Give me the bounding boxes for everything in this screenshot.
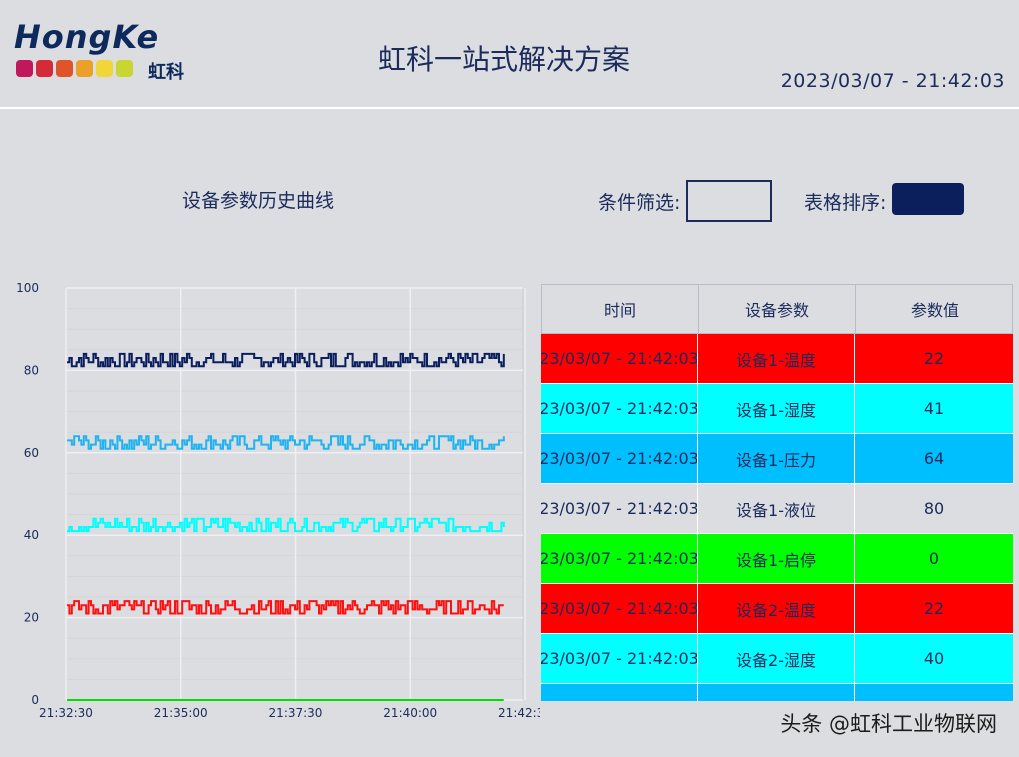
y-tick-label: 80 xyxy=(24,363,39,377)
cell-time: 23/03/07 - 21:42:03 xyxy=(541,584,698,633)
cell-parameter: 设备1-启停 xyxy=(698,534,855,583)
logo-square xyxy=(56,60,73,77)
filter-label: 条件筛选: xyxy=(598,192,681,214)
cell-value: 64 xyxy=(923,449,945,468)
logo-square xyxy=(116,60,133,77)
table-body: 23/03/07 - 21:42:03 设备1-温度 22 23/03/07 - 21… xyxy=(541,334,1013,701)
sort-button[interactable] xyxy=(892,183,964,215)
y-tick-label: 60 xyxy=(24,446,39,460)
cell-value: 22 xyxy=(923,599,945,618)
y-tick-label: 40 xyxy=(24,528,39,542)
series-line xyxy=(67,517,505,533)
table-row[interactable]: 23/03/07 - 21:42:03 设备1-启停 0 xyxy=(541,534,1013,584)
app-title: 虹科一站式解决方案 xyxy=(378,43,631,76)
cell-time: 23/03/07 - 21:42:03 xyxy=(541,334,698,383)
cell-time: 23/03/07 - 21:42:03 xyxy=(541,384,698,433)
cell-value: 41 xyxy=(923,399,945,418)
table-row[interactable]: 23/03/07 - 21:42:03 设备1-温度 22 xyxy=(541,334,1013,384)
cell-parameter xyxy=(698,684,855,701)
hongke-logo: HongKe 虹科 xyxy=(14,18,204,83)
y-tick-label: 100 xyxy=(16,281,39,295)
filter-input[interactable] xyxy=(686,180,772,222)
column-header-parameter[interactable]: 设备参数 xyxy=(699,285,856,333)
logo-square xyxy=(96,60,113,77)
cell-value: 40 xyxy=(923,649,945,668)
table-header: 时间 设备参数 参数值 xyxy=(541,284,1013,334)
x-tick-label: 21:32:30 xyxy=(39,706,93,720)
table-row[interactable]: 23/03/07 - 21:42:03 设备2-湿度 40 xyxy=(541,634,1013,684)
cell-time: 23/03/07 - 21:42:03 xyxy=(541,484,698,533)
logo-square xyxy=(36,60,53,77)
cell-time: 23/03/07 - 21:42:03 xyxy=(541,434,698,483)
logo-square xyxy=(76,60,93,77)
sort-label: 表格排序: xyxy=(804,192,887,214)
y-tick-label: 20 xyxy=(24,611,39,625)
logo-color-squares xyxy=(16,60,133,77)
cell-value xyxy=(855,684,1013,701)
cell-value: 22 xyxy=(923,349,945,368)
column-header-value[interactable]: 参数值 xyxy=(910,301,959,320)
table-row[interactable] xyxy=(541,684,1013,701)
table-row[interactable]: 23/03/07 - 21:42:03 设备2-温度 22 xyxy=(541,584,1013,634)
history-line-chart: 0 20 40 60 80 100 21:32:30 21:35:00 21:37:30 21:4… xyxy=(16,281,540,720)
cell-parameter: 设备2-湿度 xyxy=(698,634,855,683)
cell-time: 23/03/07 - 21:42:03 xyxy=(541,534,698,583)
table-row[interactable]: 23/03/07 - 21:42:03 设备1-压力 64 xyxy=(541,434,1013,484)
logo-wordmark: HongKe xyxy=(14,18,160,56)
chart-title: 设备参数历史曲线 xyxy=(182,190,335,212)
series-line xyxy=(67,600,504,615)
datetime-display: 2023/03/07 - 21:42:03 xyxy=(780,70,1005,92)
column-header-time[interactable]: 时间 xyxy=(542,285,699,333)
table-row[interactable]: 23/03/07 - 21:42:03 设备1-液位 80 xyxy=(541,484,1013,534)
series-line xyxy=(67,352,505,368)
x-tick-label: 21:40:00 xyxy=(383,706,437,720)
x-tick-label: 21:37:30 xyxy=(269,706,323,720)
x-tick-label: 21:35:00 xyxy=(154,706,208,720)
logo-square xyxy=(16,60,33,77)
cell-parameter: 设备1-液位 xyxy=(698,484,855,533)
cell-parameter: 设备1-压力 xyxy=(698,434,855,483)
parameter-table: 时间 设备参数 参数值 23/03/07 - 21:42:03 设备1-温度 22 2… xyxy=(541,284,1013,701)
table-row[interactable]: 23/03/07 - 21:42:03 设备1-湿度 41 xyxy=(541,384,1013,434)
cell-time: 23/03/07 - 21:42:03 xyxy=(541,634,698,683)
cell-parameter: 设备1-温度 xyxy=(698,334,855,383)
logo-chinese-name: 虹科 xyxy=(148,62,184,83)
cell-value: 80 xyxy=(923,499,945,518)
cell-time xyxy=(541,684,698,701)
x-tick-label: 21:42:30 xyxy=(498,706,540,720)
header-divider xyxy=(0,107,1019,109)
y-tick-label: 0 xyxy=(31,693,39,707)
cell-value: 0 xyxy=(928,549,940,568)
series-line xyxy=(67,435,505,450)
cell-parameter: 设备1-湿度 xyxy=(698,384,855,433)
watermark: 头条 @虹科工业物联网 xyxy=(780,712,997,736)
cell-parameter: 设备2-温度 xyxy=(698,584,855,633)
